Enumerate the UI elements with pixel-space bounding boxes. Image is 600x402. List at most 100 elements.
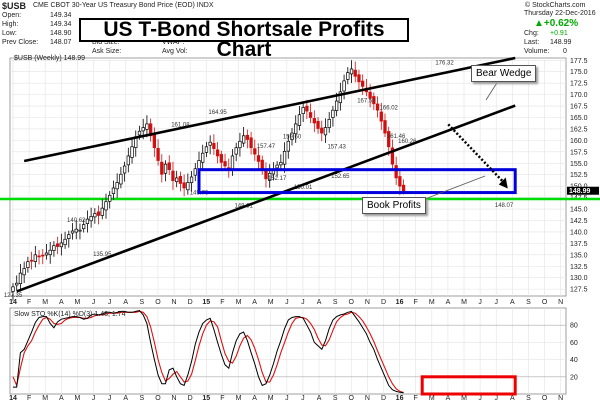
candle-body — [301, 107, 305, 114]
candle-body — [390, 147, 395, 165]
bid-size-label: Bid Size: — [92, 39, 120, 46]
x-tick-label-bottom: A — [123, 395, 128, 402]
x-tick-label-top: M — [75, 299, 81, 306]
candle-body — [29, 259, 34, 262]
candle-body — [394, 165, 398, 179]
sto-y-tick-label: 80 — [570, 323, 578, 330]
x-tick-label-top: F — [220, 299, 224, 306]
candle-body — [122, 165, 127, 174]
candle-body — [275, 164, 279, 169]
chg-value: +0.91 — [550, 30, 568, 37]
candle-body — [37, 255, 41, 258]
x-tick-label-bottom: F — [414, 395, 418, 402]
stochastic-panel — [9, 307, 567, 395]
price-y-tick-label: 152.5 — [570, 172, 588, 179]
x-tick-label-top: 15 — [202, 299, 210, 306]
candle-body — [357, 74, 361, 83]
x-tick-label-bottom: J — [478, 395, 482, 402]
price-y-tick-label: 145.0 — [570, 207, 588, 214]
candle-body — [238, 140, 242, 149]
x-tick-label-top: S — [333, 299, 338, 306]
last-price-tag-bg — [567, 186, 599, 195]
chg-label: Chg: — [524, 30, 539, 37]
x-tick-label-bottom: M — [75, 395, 81, 402]
price-y-tick-label: 167.5 — [570, 104, 588, 111]
candle-body — [375, 103, 380, 111]
price-y-tick-label: 170.0 — [570, 92, 588, 99]
price-annotation: 157.43 — [327, 145, 346, 151]
price-annotation: 152.17 — [268, 176, 287, 182]
candle-body — [219, 154, 223, 163]
price-annotation: 150.01 — [294, 185, 313, 191]
x-tick-label-top: N — [365, 299, 370, 306]
book-profits-callout: Book Profits — [362, 197, 426, 214]
candle-body — [108, 194, 112, 202]
x-tick-label-bottom: N — [558, 395, 563, 402]
price-y-tick-label: 177.5 — [570, 58, 588, 65]
candle-body — [186, 182, 190, 191]
price-annotation: 166.02 — [380, 105, 399, 111]
candle-body — [201, 152, 205, 163]
price-panel — [9, 57, 567, 297]
candle-body — [48, 249, 52, 256]
x-tick-label-bottom: O — [542, 395, 548, 402]
price-y-tick-label: 172.5 — [570, 81, 588, 88]
x-tick-label-top: M — [268, 299, 274, 306]
stoch-k-line — [13, 310, 404, 394]
x-tick-label-bottom: M — [42, 395, 48, 402]
candle-body — [294, 123, 298, 135]
x-tick-label-bottom: J — [301, 395, 305, 402]
candle-body — [282, 151, 287, 165]
candle-body — [223, 161, 227, 167]
high-label: High: — [2, 21, 19, 28]
price-annotation: 148.07 — [495, 203, 514, 209]
x-tick-label-top: J — [92, 299, 96, 306]
x-tick-label-top: J — [301, 299, 305, 306]
candle-body — [141, 127, 145, 132]
x-tick-label-top: M — [42, 299, 48, 306]
candle-body — [241, 135, 246, 144]
candle-body — [18, 272, 23, 285]
x-tick-label-bottom: A — [317, 395, 322, 402]
x-tick-label-bottom: J — [285, 395, 289, 402]
candle-body — [230, 155, 235, 170]
x-tick-label-bottom: F — [27, 395, 31, 402]
price-annotation: 160.26 — [398, 139, 417, 145]
prev-close-label: Prev Close: — [2, 39, 39, 46]
candle-body — [93, 213, 97, 218]
x-tick-label-top: N — [172, 299, 177, 306]
candle-body — [331, 109, 335, 118]
last-value: 148.99 — [550, 39, 572, 46]
candle-body — [368, 91, 372, 99]
candle-body — [167, 162, 171, 171]
x-tick-label-top: F — [27, 299, 31, 306]
price-y-tick-label: 175.0 — [570, 69, 588, 76]
low-value: 148.90 — [50, 30, 72, 37]
candle-body — [297, 114, 302, 126]
candle-body — [55, 243, 60, 247]
x-tick-label-top: F — [414, 299, 418, 306]
candle-body — [353, 69, 357, 77]
price-annotation: 167.53 — [357, 98, 376, 104]
candle-body — [130, 146, 134, 158]
trend-arrow-head — [498, 177, 508, 189]
candle-body — [379, 111, 383, 122]
candle-body — [212, 143, 216, 149]
candle-body — [104, 201, 108, 211]
x-tick-label-bottom: S — [333, 395, 338, 402]
x-tick-label-top: O — [542, 299, 548, 306]
price-annotation: 161.08 — [171, 123, 190, 129]
watermark: © StockCharts.com — [525, 2, 586, 9]
book-profits-pointer — [424, 175, 486, 200]
candle-body — [249, 137, 253, 149]
x-tick-label-top: A — [123, 299, 128, 306]
last-price-tag: 148.99 — [569, 188, 591, 195]
price-y-tick-label: 157.5 — [570, 149, 588, 156]
candle-body — [245, 134, 250, 140]
x-tick-label-top: A — [510, 299, 515, 306]
candle-body — [193, 168, 197, 176]
candle-body — [74, 228, 78, 233]
volume-label: Volume: — [524, 48, 550, 55]
change-percent: ▲+0.62% — [534, 18, 579, 29]
x-tick-label-top: 16 — [396, 299, 404, 306]
